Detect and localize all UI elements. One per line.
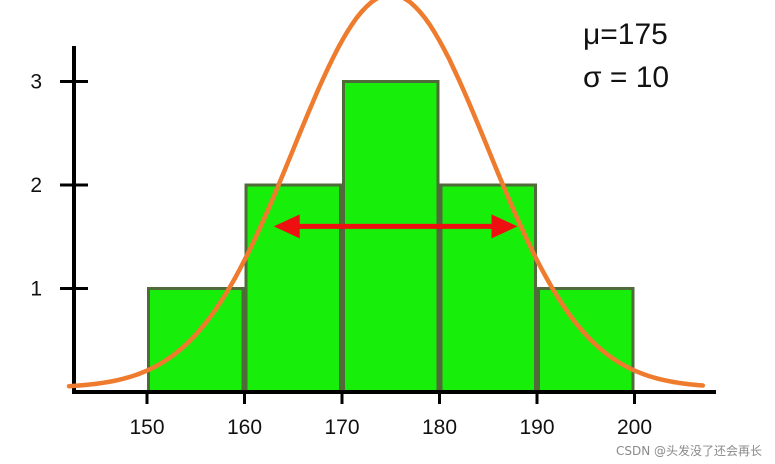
normal-distribution-curve	[66, 0, 706, 389]
histogram-bar-180-190	[439, 183, 537, 394]
histogram-bar-150-160	[147, 287, 245, 394]
histogram-bars	[147, 80, 635, 394]
x-tick-label-200: 200	[617, 416, 652, 439]
x-tick-label-170: 170	[324, 416, 359, 439]
tick-labels: 150 160 170 180 190 200 1 2 3	[30, 71, 652, 440]
x-tick-label-180: 180	[422, 416, 457, 439]
watermark-text: CSDN @头发没了还会再长	[616, 443, 762, 458]
sigma-range-arrow-layer	[273, 214, 518, 239]
histogram-bar-190-200	[537, 287, 635, 394]
sigma-arrow-left-head	[273, 214, 300, 239]
x-tick-label-160: 160	[227, 416, 262, 439]
x-tick-label-190: 190	[519, 416, 554, 439]
histogram-bar-160-170	[244, 183, 342, 394]
x-tick-label-150: 150	[129, 416, 164, 439]
normal-curve-layer	[66, 0, 706, 389]
axes	[60, 46, 716, 404]
sigma-arrow-right-head	[491, 214, 518, 239]
y-tick-label-2: 2	[30, 174, 42, 197]
y-tick-label-1: 1	[30, 278, 42, 301]
y-tick-label-3: 3	[30, 71, 42, 94]
histogram-bar-170-180	[342, 80, 440, 394]
sigma-label: σ = 10	[583, 61, 669, 94]
mu-label: μ=175	[583, 18, 668, 51]
